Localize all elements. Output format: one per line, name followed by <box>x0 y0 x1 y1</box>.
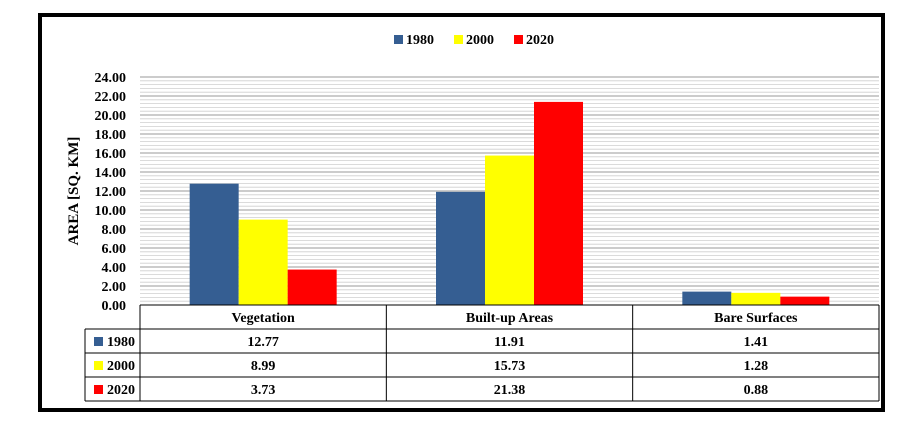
y-tick-label: 16.00 <box>95 147 127 162</box>
data-label: 1.28 <box>744 359 769 374</box>
data-label: 21.38 <box>494 383 526 398</box>
y-tick-label: 8.00 <box>102 223 127 238</box>
y-tick-label: 22.00 <box>95 90 127 105</box>
data-label: 0.88 <box>744 383 769 398</box>
table-series-label: 2020 <box>107 383 135 398</box>
y-tick-label: 18.00 <box>95 128 127 143</box>
legend-swatch <box>514 35 523 44</box>
bar <box>780 296 830 305</box>
bar <box>287 269 337 305</box>
legend-swatch <box>454 35 463 44</box>
legend-swatch <box>394 35 403 44</box>
bar <box>485 155 534 305</box>
data-label: 8.99 <box>251 359 276 374</box>
table-series-label: 1980 <box>107 335 135 350</box>
y-tick-label: 14.00 <box>95 166 127 181</box>
y-tick-label: 0.00 <box>102 299 127 314</box>
bar <box>534 101 583 305</box>
bar <box>436 191 485 305</box>
data-label: 3.73 <box>251 383 276 398</box>
x-tick-label: Vegetation <box>232 311 295 326</box>
bar <box>238 219 288 305</box>
y-tick-label: 10.00 <box>95 204 127 219</box>
bar <box>731 292 781 305</box>
data-label: 12.77 <box>247 335 279 350</box>
table-legend-swatch <box>94 385 103 394</box>
table-legend-swatch <box>94 337 103 346</box>
legend-label: 2000 <box>466 33 494 48</box>
y-tick-label: 24.00 <box>95 71 127 86</box>
data-label: 15.73 <box>494 359 526 374</box>
y-tick-label: 4.00 <box>102 261 127 276</box>
legend-label: 1980 <box>406 33 434 48</box>
bar <box>682 291 732 305</box>
legend-label: 2020 <box>526 33 554 48</box>
bar <box>189 183 239 305</box>
y-tick-label: 20.00 <box>95 109 127 124</box>
table-series-label: 2000 <box>107 359 135 374</box>
x-tick-label: Bare Surfaces <box>714 311 798 326</box>
y-tick-label: 12.00 <box>95 185 127 200</box>
table-legend-swatch <box>94 361 103 370</box>
data-label: 11.91 <box>494 335 525 350</box>
y-tick-label: 2.00 <box>102 280 127 295</box>
data-label: 1.41 <box>744 335 769 350</box>
y-tick-label: 6.00 <box>102 242 127 257</box>
bar-chart: 0.00 2.00 4.00 6.00 8.00 10.00 12.00 14.00 16.00… <box>66 33 880 402</box>
chart-frame: 0.00 2.00 4.00 6.00 8.00 10.00 12.00 14.00 16.00… <box>38 13 885 412</box>
x-tick-label: Built-up Areas <box>466 311 554 326</box>
y-axis-title: AREA [SQ. KM] <box>66 137 82 246</box>
